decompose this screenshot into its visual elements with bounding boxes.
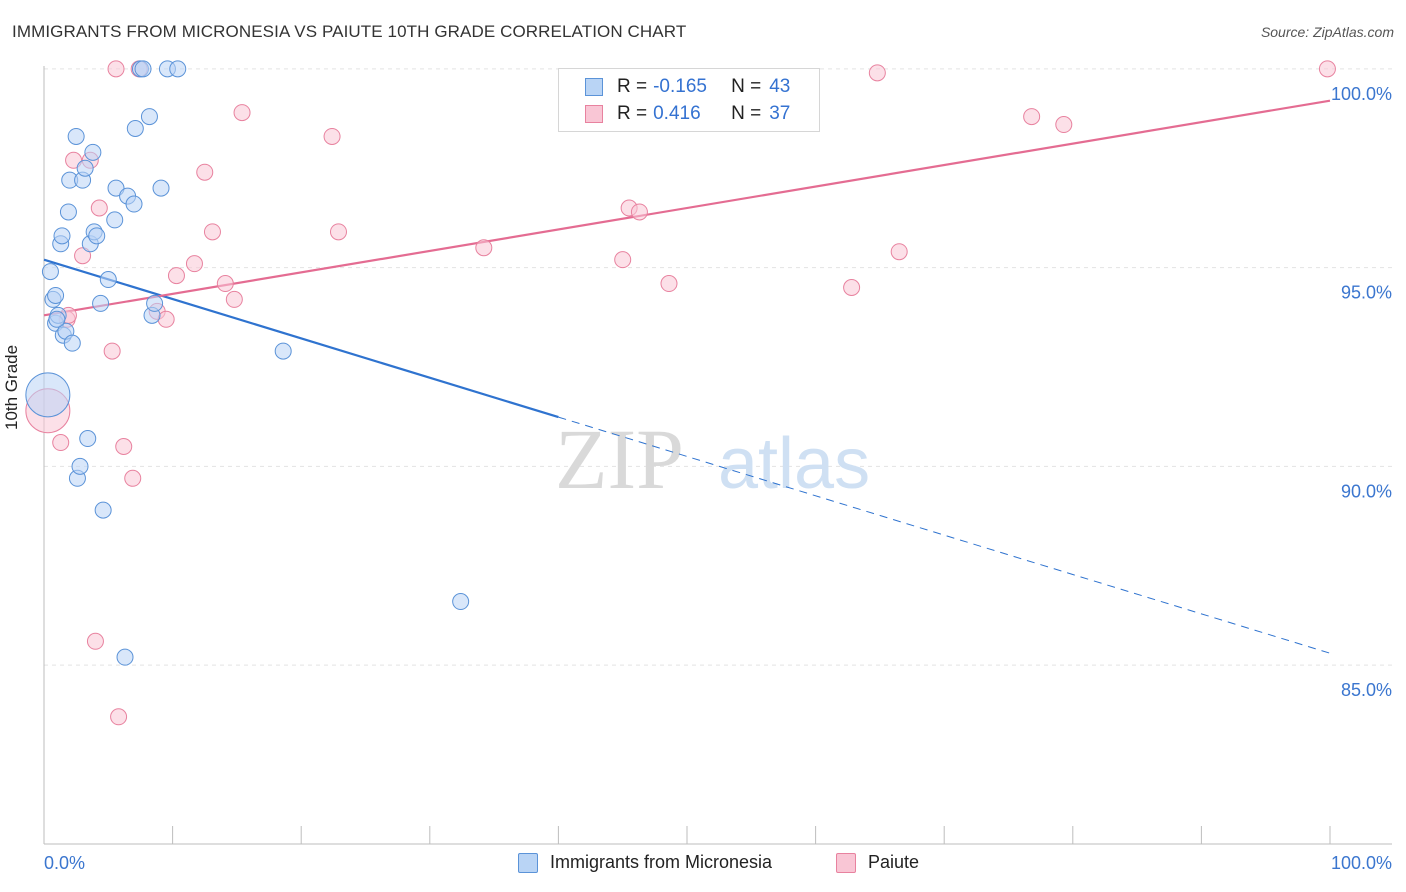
data-point: [126, 120, 144, 137]
data-point: [1023, 108, 1041, 126]
series-legend: Immigrants from Micronesia Paiute: [0, 852, 1406, 878]
data-point: [86, 632, 104, 650]
data-point: [92, 294, 110, 312]
data-point: [65, 151, 83, 169]
data-point: [25, 372, 71, 418]
data-point: [274, 342, 292, 360]
data-point: [475, 239, 493, 257]
axis-layer: 85.0% 90.0% 95.0% 100.0% 0.0% 100.0%: [43, 66, 1392, 873]
legend-swatch-paiute: [836, 852, 856, 873]
watermark-zip: ZIP: [555, 411, 684, 507]
data-point: [323, 127, 341, 145]
trend-line: [43, 99, 1331, 317]
data-point: [84, 143, 102, 161]
chart-title: IMMIGRANTS FROM MICRONESIA VS PAIUTE 10T…: [12, 22, 687, 41]
data-point: [216, 275, 234, 293]
y-tick-label: 90.0%: [1341, 481, 1392, 501]
data-point: [107, 179, 125, 197]
legend-label-micronesia: Immigrants from Micronesia: [550, 852, 773, 872]
y-tick-label: 85.0%: [1341, 680, 1392, 700]
legend-n-value: 37: [769, 103, 791, 124]
data-point: [329, 223, 347, 241]
legend-swatch-paiute: [585, 105, 603, 123]
data-point: [614, 251, 632, 269]
data-point: [103, 342, 121, 360]
data-point: [125, 195, 143, 213]
trend-layer: [43, 99, 1331, 654]
data-point: [48, 310, 66, 328]
legend-r-label: R =: [617, 103, 648, 124]
watermark-atlas: atlas: [718, 424, 870, 504]
y-tick-label: 100.0%: [1331, 84, 1392, 104]
data-point: [52, 434, 70, 452]
data-point: [115, 438, 133, 455]
stats-legend: R = -0.165 N = 43 R = 0.416 N = 37: [558, 68, 820, 132]
legend-r-value: -0.165: [653, 76, 707, 97]
legend-swatch-micronesia: [518, 852, 538, 873]
data-point: [225, 290, 243, 308]
legend-swatch-micronesia: [585, 78, 603, 96]
point-layer: [25, 60, 1336, 726]
y-tick-label: 95.0%: [1341, 283, 1392, 303]
data-point: [843, 279, 861, 296]
data-point: [630, 203, 648, 221]
legend-item-paiute[interactable]: Paiute: [836, 852, 919, 873]
data-point: [890, 243, 908, 261]
legend-label-paiute: Paiute: [868, 852, 920, 872]
data-point: [63, 334, 81, 352]
data-point: [110, 708, 128, 726]
data-point: [452, 593, 470, 611]
x-tick-label: 0.0%: [44, 853, 85, 873]
legend-row-micronesia: R = -0.165 N = 43: [585, 75, 790, 99]
data-point: [106, 211, 124, 229]
data-point: [67, 127, 85, 145]
data-point: [167, 267, 185, 285]
data-point: [90, 199, 108, 217]
data-point: [88, 227, 106, 245]
data-point: [169, 60, 187, 78]
data-point: [203, 223, 221, 241]
data-point: [71, 457, 89, 475]
data-point: [79, 430, 97, 448]
data-point: [185, 255, 203, 273]
grid-layer: [44, 68, 1392, 666]
data-point: [157, 310, 175, 328]
trend-line-extension: [558, 416, 1331, 654]
data-point: [868, 64, 886, 82]
data-point: [74, 247, 92, 265]
trend-line: [43, 258, 559, 419]
data-point: [59, 203, 77, 221]
data-point: [94, 501, 112, 519]
legend-n-label: N =: [731, 76, 762, 97]
data-point: [1055, 116, 1073, 134]
data-point: [107, 60, 125, 78]
data-point: [152, 179, 170, 197]
data-point: [76, 159, 94, 177]
legend-r-label: R =: [617, 76, 648, 97]
data-point: [47, 286, 65, 304]
legend-n-label: N =: [731, 103, 762, 124]
legend-r-value: 0.416: [653, 103, 701, 124]
x-tick-label: 100.0%: [1331, 853, 1392, 873]
legend-row-paiute: R = 0.416 N = 37: [585, 102, 790, 126]
data-point: [146, 294, 164, 312]
y-axis-label: 10th Grade: [2, 344, 21, 430]
data-point: [134, 60, 152, 78]
data-point: [53, 227, 71, 245]
data-point: [140, 108, 158, 126]
data-point: [233, 104, 251, 122]
data-point: [1318, 60, 1336, 78]
data-point: [196, 163, 214, 181]
legend-item-micronesia[interactable]: Immigrants from Micronesia: [518, 852, 772, 873]
data-point: [99, 271, 117, 289]
data-point: [116, 648, 134, 666]
source-label: Source: ZipAtlas.com: [1260, 24, 1394, 40]
data-point: [41, 263, 59, 281]
data-point: [660, 275, 678, 293]
legend-n-value: 43: [769, 76, 791, 97]
data-point: [124, 469, 142, 487]
